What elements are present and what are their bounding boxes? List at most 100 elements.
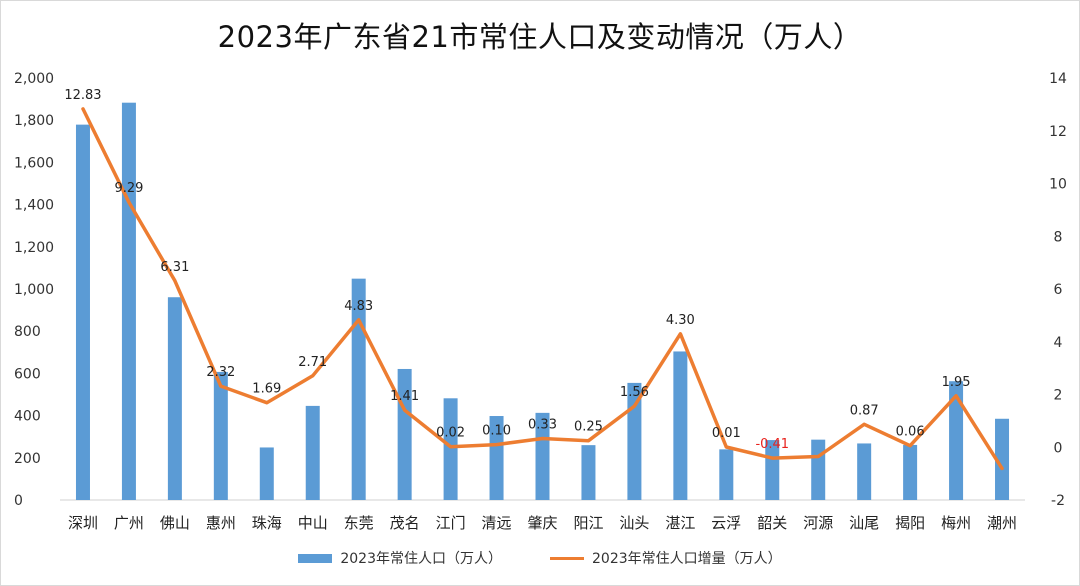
legend-line-swatch bbox=[550, 556, 584, 560]
category-label: 阳江 bbox=[573, 514, 603, 532]
increase-data-label: 0.33 bbox=[528, 418, 557, 433]
left-tick-label: 1,000 bbox=[14, 282, 54, 298]
right-tick-label: 10 bbox=[1049, 177, 1067, 193]
category-label: 东莞 bbox=[344, 514, 374, 532]
left-tick-label: 600 bbox=[14, 366, 41, 382]
population-bar bbox=[765, 440, 780, 500]
increase-data-label: 2.32 bbox=[206, 365, 235, 380]
right-tick-label: 4 bbox=[1054, 335, 1063, 351]
increase-point bbox=[219, 384, 223, 388]
left-tick-label: 1,200 bbox=[14, 240, 54, 256]
increase-data-label: 0.10 bbox=[482, 424, 511, 439]
increase-point bbox=[265, 401, 269, 405]
category-label: 汕尾 bbox=[849, 514, 879, 532]
category-label: 揭阳 bbox=[895, 514, 925, 532]
increase-data-label: 1.69 bbox=[252, 382, 281, 397]
legend-label-population: 2023年常住人口（万人） bbox=[340, 551, 502, 567]
increase-data-label: 0.02 bbox=[436, 426, 465, 441]
population-bar bbox=[75, 124, 90, 501]
increase-data-label: 2.71 bbox=[298, 355, 327, 370]
category-label: 清远 bbox=[482, 514, 512, 532]
chart-title: 2023年广东省21市常住人口及变动情况（万人） bbox=[217, 20, 863, 54]
population-bar bbox=[581, 445, 596, 500]
increase-data-label: 4.83 bbox=[344, 299, 373, 314]
category-label: 云浮 bbox=[711, 514, 741, 532]
increase-data-label: 6.31 bbox=[160, 260, 189, 275]
increase-data-label: 1.56 bbox=[620, 385, 649, 400]
left-tick-label: 2,000 bbox=[14, 71, 54, 87]
population-bar bbox=[903, 444, 918, 500]
increase-point bbox=[954, 394, 958, 398]
left-tick-label: 1,800 bbox=[14, 113, 54, 129]
increase-data-label: 0.25 bbox=[574, 420, 603, 435]
left-tick-label: 800 bbox=[14, 324, 41, 340]
right-tick-label: 2 bbox=[1054, 388, 1063, 404]
right-tick-label: 12 bbox=[1049, 124, 1067, 140]
population-bar bbox=[489, 416, 504, 500]
legend-label-increase: 2023年常住人口增量（万人） bbox=[592, 551, 782, 567]
increase-point bbox=[724, 445, 728, 449]
category-label: 韶关 bbox=[757, 514, 787, 532]
population-bar bbox=[535, 412, 550, 500]
category-label: 肇庆 bbox=[527, 514, 557, 532]
increase-data-label: 9.29 bbox=[114, 181, 143, 196]
increase-point bbox=[127, 200, 131, 204]
increase-data-label: -0.41 bbox=[755, 437, 789, 452]
population-bar bbox=[811, 439, 826, 500]
right-tick-label: 8 bbox=[1054, 229, 1063, 245]
increase-data-label: 4.30 bbox=[666, 313, 695, 328]
population-bar bbox=[167, 297, 182, 500]
increase-point bbox=[908, 444, 912, 448]
left-tick-label: 400 bbox=[14, 409, 41, 425]
increase-point bbox=[586, 439, 590, 443]
left-axis-ticks: 0 200 400 600 800 1,000 1,200 1,400 1,600 1,800 2,… bbox=[14, 71, 54, 509]
category-label: 江门 bbox=[436, 514, 466, 532]
increase-point bbox=[816, 454, 820, 458]
increase-data-label: 1.95 bbox=[942, 375, 971, 390]
increase-data-label: 12.83 bbox=[64, 88, 101, 103]
legend-item-increase: 2023年常住人口增量（万人） bbox=[550, 548, 782, 568]
category-label: 珠海 bbox=[252, 514, 282, 532]
population-bar bbox=[719, 449, 734, 500]
category-label: 梅州 bbox=[941, 514, 971, 532]
left-tick-label: 0 bbox=[14, 493, 23, 509]
legend-bar-swatch bbox=[298, 553, 333, 563]
population-bar bbox=[443, 398, 458, 500]
increase-point bbox=[311, 374, 315, 378]
category-label: 佛山 bbox=[160, 514, 190, 532]
category-label: 汕头 bbox=[619, 514, 649, 532]
increase-data-label: 1.41 bbox=[390, 389, 419, 404]
right-tick-label: -2 bbox=[1051, 493, 1065, 509]
population-bar bbox=[305, 405, 320, 500]
increase-point bbox=[173, 279, 177, 283]
right-axis-ticks: -2 0 2 4 6 8 10 12 14 bbox=[1049, 71, 1067, 509]
left-tick-label: 1,400 bbox=[14, 198, 54, 214]
category-labels: 深圳 广州 佛山 惠州 珠海 中山 东莞 茂名 江门 清远 肇庆 阳江 汕头 湛江 云浮 韶关 河源 汕尾 揭阳 梅州… bbox=[68, 514, 1017, 532]
population-bar bbox=[627, 382, 642, 500]
category-label: 湛江 bbox=[665, 514, 695, 532]
left-tick-label: 200 bbox=[14, 451, 41, 467]
increase-point bbox=[357, 318, 361, 322]
line-series bbox=[81, 107, 1004, 471]
increase-data-label: 0.87 bbox=[850, 403, 879, 418]
population-bar bbox=[673, 351, 688, 500]
population-bar bbox=[213, 371, 228, 500]
increase-point bbox=[1000, 466, 1004, 470]
category-label: 深圳 bbox=[68, 514, 98, 532]
bar-series bbox=[75, 102, 1010, 501]
population-bar bbox=[121, 102, 136, 500]
increase-point bbox=[678, 332, 682, 336]
legend: 2023年常住人口（万人） 2023年常住人口增量（万人） bbox=[0, 548, 1080, 568]
category-label: 潮州 bbox=[987, 514, 1017, 532]
category-label: 广州 bbox=[114, 514, 144, 532]
increase-point bbox=[632, 404, 636, 408]
category-label: 惠州 bbox=[206, 514, 236, 532]
increase-point bbox=[495, 443, 499, 447]
increase-data-label: 0.01 bbox=[712, 426, 741, 441]
population-bar bbox=[949, 381, 964, 500]
increase-point bbox=[862, 422, 866, 426]
category-label: 中山 bbox=[298, 514, 328, 532]
increase-point bbox=[770, 456, 774, 460]
population-bar bbox=[351, 278, 366, 500]
